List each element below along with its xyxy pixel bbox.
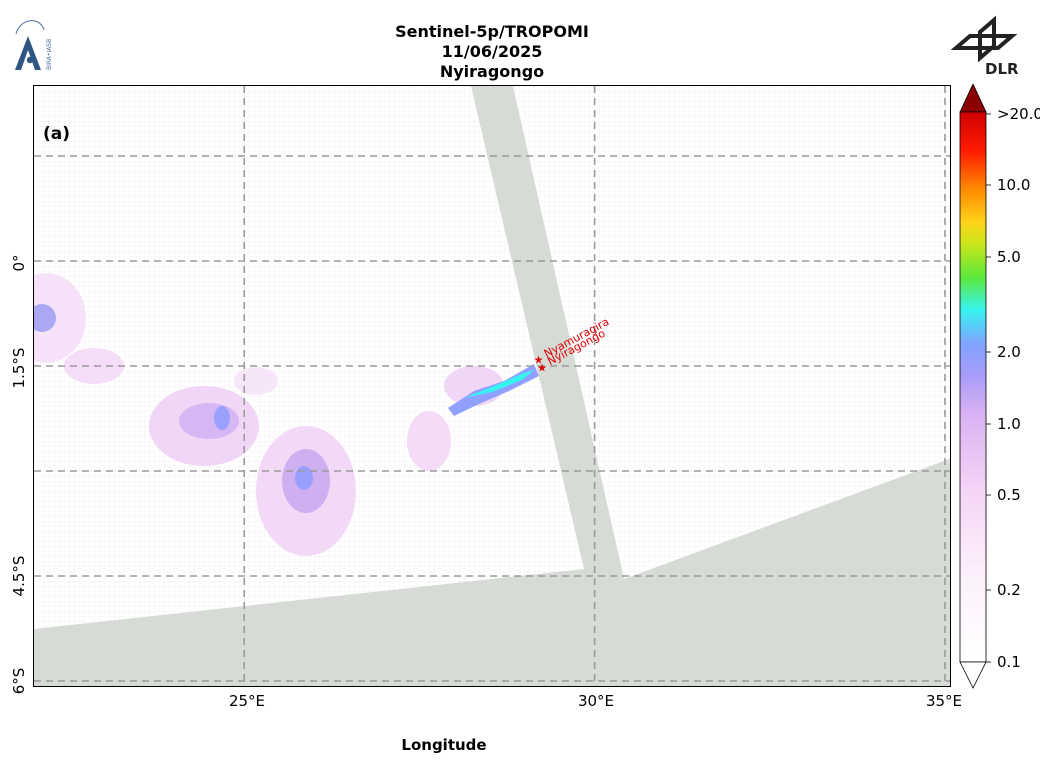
- colorbar-extend-bottom: [959, 661, 987, 689]
- title-volcano: Nyiragongo: [439, 62, 545, 81]
- cbar-tick-10: 10.0: [997, 176, 1031, 194]
- panel-label: (a): [43, 124, 71, 144]
- volcano-star-icon: ★: [537, 361, 547, 374]
- x-tick-25e: 25°E: [228, 692, 266, 710]
- so2-plume: [34, 273, 86, 363]
- cbar-tick-0-5: 0.5: [997, 486, 1021, 504]
- colorbar-extend-top: [959, 84, 987, 113]
- y-tick-0: 0°: [10, 254, 28, 272]
- gridlines: [34, 86, 950, 686]
- swath-right-pixel-grid: [513, 86, 950, 579]
- cbar-tick-0-2: 0.2: [997, 581, 1021, 599]
- y-tick-1-5s: 1.5°S: [10, 347, 28, 389]
- title-instrument: Sentinel-5p/TROPOMI: [395, 22, 589, 41]
- map-panel: ★ Nyamuragira ★ Nyiragongo: [33, 85, 951, 687]
- bira-iasb-logo: BIRA•IASB: [15, 20, 53, 70]
- so2-plume: [179, 403, 239, 439]
- dlr-mark-icon: [950, 15, 1018, 63]
- cbar-tick-5: 5.0: [997, 248, 1021, 266]
- y-tick-6s: 6°S: [10, 667, 28, 695]
- title-date: 11/06/2025: [441, 42, 543, 61]
- so2-plume: [295, 466, 313, 490]
- dlr-logo: DLR: [948, 14, 1020, 80]
- dlr-logo-text: DLR: [985, 60, 1019, 78]
- cbar-tick-2: 2.0: [997, 343, 1021, 361]
- y-tick-4-5s: 4.5°S: [10, 555, 28, 597]
- cbar-tick-1: 1.0: [997, 415, 1021, 433]
- colorbar-gradient: [959, 111, 987, 663]
- so2-plume: [234, 367, 278, 395]
- so2-plume: [407, 411, 451, 471]
- colorbar: [959, 84, 991, 689]
- volcano-star-icon: ★: [534, 354, 544, 367]
- x-tick-30e: 30°E: [577, 692, 615, 710]
- svg-text:BIRA•IASB: BIRA•IASB: [46, 39, 53, 70]
- so2-map: ★Nyamuragira★Nyiragongo: [34, 86, 950, 686]
- so2-plume-high: [464, 370, 534, 398]
- cbar-tick-0-1: 0.1: [997, 653, 1021, 671]
- cbar-tick-20: >20.0: [997, 105, 1040, 123]
- swath-left-pixel-grid: [34, 86, 584, 629]
- map-title: Sentinel-5p/TROPOMI 11/06/2025 Nyiragong…: [342, 22, 642, 82]
- so2-plume: [34, 304, 56, 332]
- so2-plumes: [34, 273, 539, 556]
- so2-plume: [214, 406, 230, 430]
- x-tick-35e: 35°E: [925, 692, 963, 710]
- x-axis-label: Longitude: [401, 736, 487, 754]
